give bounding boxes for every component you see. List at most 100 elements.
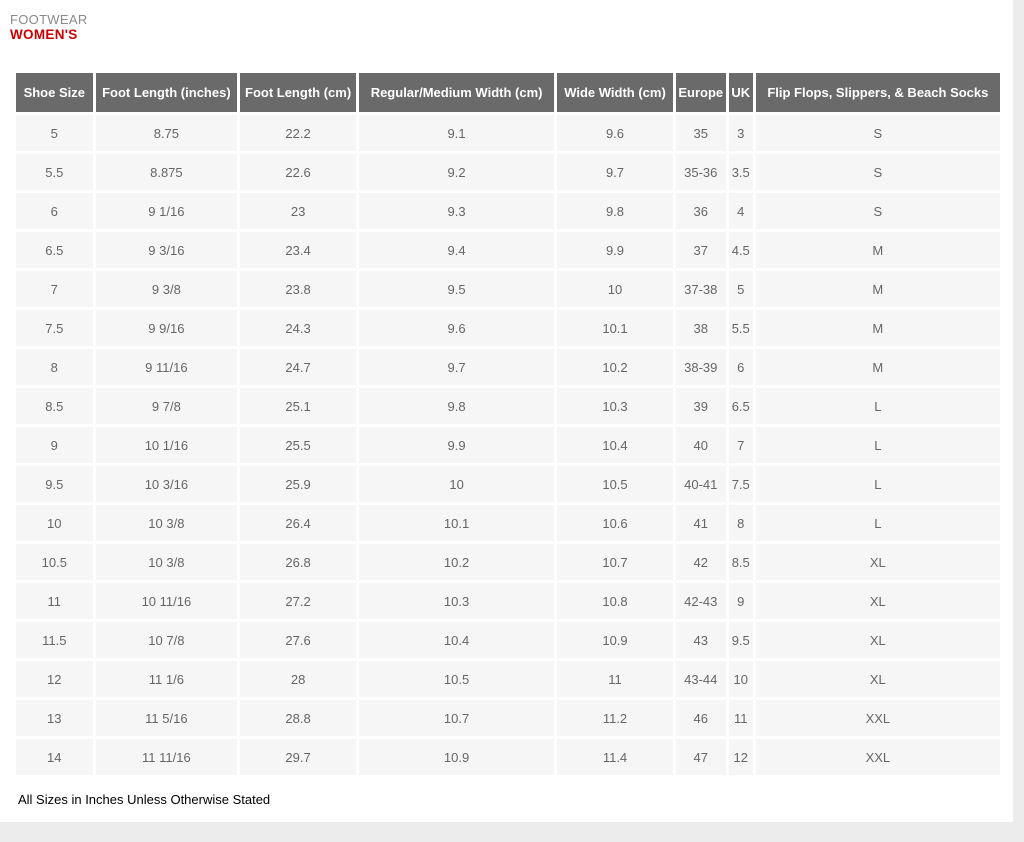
table-cell: 7.5 [728,466,753,502]
table-cell: 12 [728,739,753,775]
table-row: 11.5 10 7/8 27.6 10.4 10.9 43 9.5 XL [16,622,1000,658]
table-cell: 10.8 [557,583,673,619]
table-cell: 10.1 [358,505,555,541]
table-cell: 8.875 [95,154,238,190]
table-cell: M [755,310,1000,346]
category-label: WOMEN'S [10,27,78,42]
table-cell: 43 [675,622,726,658]
table-cell: 9.1 [358,115,555,151]
table-cell: 10 7/8 [95,622,238,658]
table-cell: 8.5 [728,544,753,580]
table-cell: XL [755,583,1000,619]
table-cell: 9.9 [557,232,673,268]
table-row: 6.5 9 3/16 23.4 9.4 9.9 37 4.5 M [16,232,1000,268]
footnote: All Sizes in Inches Unless Otherwise Sta… [18,792,271,807]
table-cell: 10.5 [16,544,93,580]
table-cell: 4.5 [728,232,753,268]
table-cell: 35-36 [675,154,726,190]
table-row: 5.5 8.875 22.6 9.2 9.7 35-36 3.5 S [16,154,1000,190]
table-cell: 7 [728,427,753,463]
table-cell: 23.4 [240,232,356,268]
table-cell: 10 [358,466,555,502]
table-cell: 5.5 [16,154,93,190]
table-cell: 40 [675,427,726,463]
table-cell: 7 [16,271,93,307]
table-cell: L [755,427,1000,463]
table-cell: 22.2 [240,115,356,151]
table-cell: 11 1/6 [95,661,238,697]
table-cell: 37-38 [675,271,726,307]
table-cell: XXL [755,739,1000,775]
table-cell: 10.7 [358,700,555,736]
table-cell: 9.5 [728,622,753,658]
table-cell: S [755,154,1000,190]
table-cell: 10 [557,271,673,307]
table-cell: 28 [240,661,356,697]
table-cell: 8.75 [95,115,238,151]
table-cell: 25.1 [240,388,356,424]
table-cell: 10.4 [358,622,555,658]
table-cell: 11.2 [557,700,673,736]
table-cell: 27.2 [240,583,356,619]
table-cell: 6 [728,349,753,385]
table-cell: S [755,193,1000,229]
table-cell: 8 [16,349,93,385]
table-row: 9.5 10 3/16 25.9 10 10.5 40-41 7.5 L [16,466,1000,502]
table-cell: 10.9 [557,622,673,658]
table-row: 10 10 3/8 26.4 10.1 10.6 41 8 L [16,505,1000,541]
table-row: 12 11 1/6 28 10.5 11 43-44 10 XL [16,661,1000,697]
table-cell: 10 [728,661,753,697]
column-header: Wide Width (cm) [557,73,673,112]
table-cell: 29.7 [240,739,356,775]
table-cell: 26.8 [240,544,356,580]
table-cell: S [755,115,1000,151]
table-row: 11 10 11/16 27.2 10.3 10.8 42-43 9 XL [16,583,1000,619]
column-header: Foot Length (inches) [95,73,238,112]
column-header: Shoe Size [16,73,93,112]
table-cell: 26.4 [240,505,356,541]
table-cell: 10 11/16 [95,583,238,619]
table-cell: 11 5/16 [95,700,238,736]
table-cell: 47 [675,739,726,775]
table-cell: 9.4 [358,232,555,268]
table-cell: 9.5 [358,271,555,307]
table-cell: L [755,388,1000,424]
table-cell: 46 [675,700,726,736]
table-cell: 9 9/16 [95,310,238,346]
table-cell: 9 3/8 [95,271,238,307]
table-cell: 5.5 [728,310,753,346]
table-cell: 23 [240,193,356,229]
table-cell: 11 [557,661,673,697]
table-cell: 10.2 [557,349,673,385]
table-cell: 9.3 [358,193,555,229]
table-cell: 8 [728,505,753,541]
table-cell: 28.8 [240,700,356,736]
table-cell: M [755,232,1000,268]
table-row: 14 11 11/16 29.7 10.9 11.4 47 12 XXL [16,739,1000,775]
column-header: Foot Length (cm) [240,73,356,112]
table-cell: 24.3 [240,310,356,346]
table-body: 5 8.75 22.2 9.1 9.6 35 3 S 5.5 8.875 22.6 9.2 9.7 35-… [16,115,1000,775]
table-cell: 5 [728,271,753,307]
table-cell: 43-44 [675,661,726,697]
table-cell: 10.3 [557,388,673,424]
table-cell: 39 [675,388,726,424]
table-cell: XL [755,544,1000,580]
size-chart-table: Shoe Size Foot Length (inches) Foot Length… [13,70,1003,778]
table-cell: 10 3/8 [95,544,238,580]
table-cell: 10.4 [557,427,673,463]
table-cell: 36 [675,193,726,229]
table-cell: 4 [728,193,753,229]
table-cell: 38-39 [675,349,726,385]
column-header: Regular/Medium Width (cm) [358,73,555,112]
table-cell: 11.4 [557,739,673,775]
table-cell: 9.5 [16,466,93,502]
table-cell: 10 1/16 [95,427,238,463]
table-cell: 9 1/16 [95,193,238,229]
table-cell: 11 [16,583,93,619]
table-cell: XL [755,622,1000,658]
table-cell: 7.5 [16,310,93,346]
table-cell: 9 7/8 [95,388,238,424]
table-cell: 3 [728,115,753,151]
